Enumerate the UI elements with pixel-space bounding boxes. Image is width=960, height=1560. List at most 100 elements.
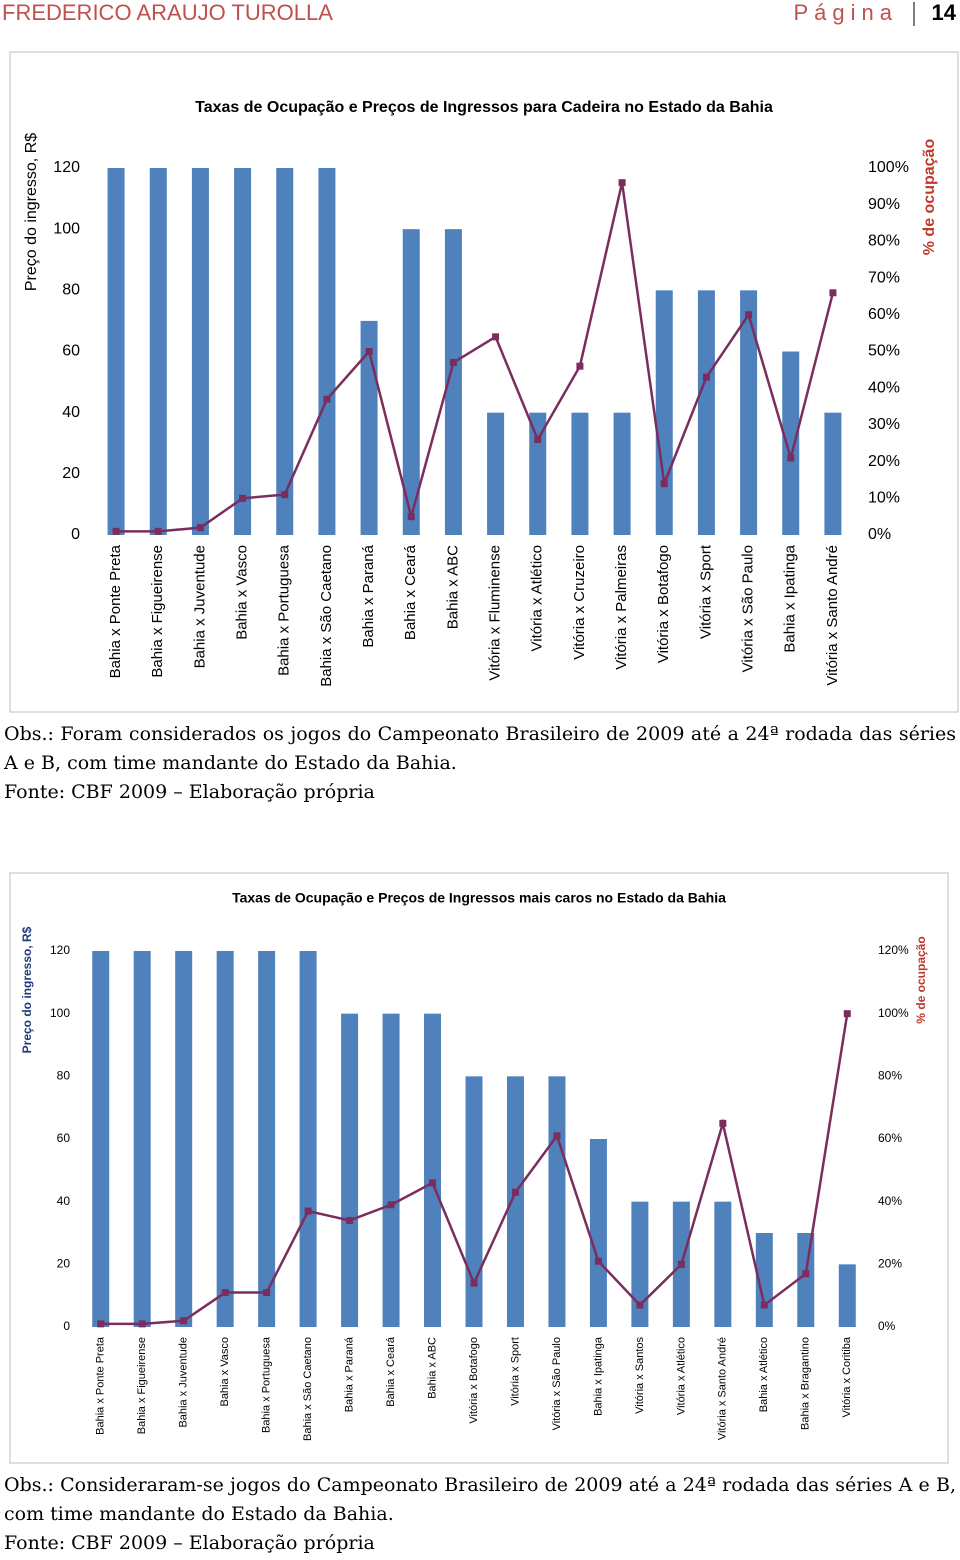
x-tick-label: Vitória x Santos [634,1337,646,1414]
line-marker [702,373,710,381]
line-marker [660,480,668,488]
x-tick-label: Vitória x Atlético [675,1337,687,1415]
x-tick-label: Bahia x São Caetano [302,1337,314,1441]
y-tick-label: 60 [62,343,80,360]
header-author: FREDERICO ARAUJO TUROLLA [2,0,333,25]
y-tick-label: 80 [62,282,80,299]
y-tick-label: 20 [57,1257,71,1271]
line-marker [553,1132,561,1140]
y2-tick-label: 100% [878,1006,909,1020]
bar [149,168,167,535]
bar [191,168,209,535]
y-tick-label: 80 [57,1069,71,1083]
y2-tick-label: 50% [868,343,900,360]
y-tick-label: 0 [71,526,80,543]
x-tick-label: Bahia x Ceará [402,544,419,640]
x-tick-label: Bahia x ABC [426,1337,438,1399]
y2-tick-label: 40% [878,1194,902,1208]
x-tick-label: Bahia x Paraná [360,544,377,647]
header-page-number: 14 [932,0,957,25]
y2-tick-label: 70% [868,269,900,286]
line-marker [719,1119,727,1127]
x-tick-label: Bahia x Figueirense [136,1337,148,1434]
y2-tick-label: 40% [868,379,900,396]
chart-title: Taxas de Ocupação e Preços de Ingressos … [195,99,773,116]
line-marker [594,1257,602,1265]
x-tick-label: Bahia x Ceará [385,1336,397,1407]
y-tick-label: 0 [63,1319,70,1333]
line-marker [429,1179,437,1187]
note: Obs.: Consideraram-se jogos do Campeonat… [4,1471,956,1558]
line-marker [511,1188,519,1196]
x-tick-label: Vitória x Botafogo [468,1337,480,1424]
bar [216,951,234,1327]
x-tick-label: Bahia x Juventude [178,1337,190,1428]
bar [360,320,378,535]
x-tick-label: Vitória x São Paulo [551,1337,563,1430]
bar [258,951,276,1327]
bar [299,951,317,1327]
line-marker [112,527,120,535]
x-tick-label: Bahia x Paraná [343,1336,355,1412]
x-tick-label: Bahia x Vasco [219,1337,231,1407]
line-marker [407,513,415,521]
line-marker [346,1216,354,1224]
y2-tick-label: 20% [868,453,900,470]
x-tick-label: Vitória x Palmeiras [613,545,630,670]
x-tick-label: Bahia x Ipatinga [592,1336,604,1416]
y-tick-label: 60 [57,1131,71,1145]
bar [487,412,505,535]
line-marker [97,1320,105,1328]
y-axis-label: Preço do ingresso, R$ [23,133,40,291]
line-marker [745,311,753,319]
y2-axis-label: % de ocupação [921,139,938,256]
y-tick-label: 20 [62,465,80,482]
bar [444,229,462,535]
note-source: Fonte: CBF 2009 – Elaboração própria [4,781,375,803]
bar [838,1264,856,1327]
line-marker [323,395,331,403]
bar [465,1076,483,1327]
x-tick-label: Bahia x Vasco [234,545,251,640]
x-tick-label: Vitória x Sport [509,1337,521,1406]
line-marker [802,1270,810,1278]
y2-tick-label: 0% [868,526,891,543]
bar [424,1013,442,1327]
x-tick-label: Bahia x Atlético [758,1337,770,1412]
line-marker [787,454,795,462]
x-tick-label: Vitória x Botafogo [655,545,672,663]
y-axis-label: Preço do ingresso, R$ [20,926,34,1053]
line-marker [829,289,837,297]
x-tick-label: Bahia x Juventude [191,545,208,668]
bar [631,1201,649,1327]
bar [506,1076,524,1327]
line-marker [449,359,457,367]
line-marker [180,1317,188,1325]
y2-tick-label: 80% [878,1069,902,1083]
line-marker [304,1207,312,1215]
bar [740,290,758,535]
chart-title: Taxas de Ocupação e Preços de Ingressos … [232,890,726,906]
line-marker [470,1279,478,1287]
y2-axis-label: % de ocupação [914,936,928,1023]
bar [341,1013,359,1327]
bar [234,168,252,535]
chart-frame [9,872,949,1464]
y2-tick-label: 20% [878,1257,902,1271]
bar [318,168,336,535]
line-marker [843,1010,851,1018]
line-marker [492,333,500,341]
bar [276,168,294,535]
x-tick-label: Bahia x ABC [444,545,461,629]
chart-frame [9,51,959,713]
bar [133,951,151,1327]
y-tick-label: 40 [57,1194,71,1208]
line-marker [263,1289,271,1297]
note-source: Fonte: CBF 2009 – Elaboração própria [4,1532,375,1554]
header-page-word: Página [793,0,898,25]
y2-tick-label: 100% [868,159,909,176]
line-marker [760,1301,768,1309]
bar [655,290,673,535]
